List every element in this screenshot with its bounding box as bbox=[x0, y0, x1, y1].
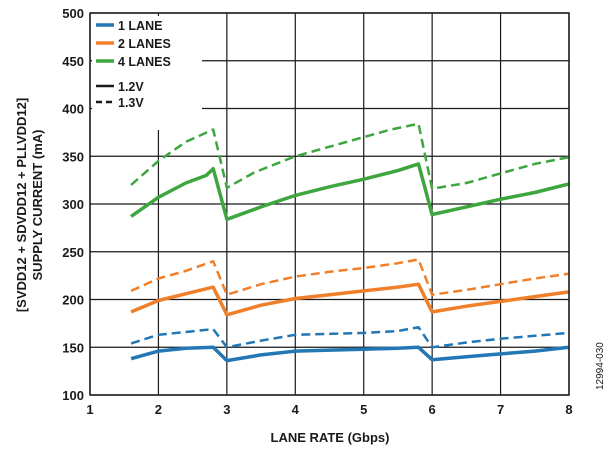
legend-label-1-3v: 1.3V bbox=[118, 96, 144, 110]
legend-label-4-lanes: 4 LANES bbox=[118, 55, 171, 69]
y-axis-label-line-2: SUPPLY CURRENT (mA) bbox=[30, 130, 45, 281]
y-tick-150: 150 bbox=[62, 340, 84, 355]
series-line-2-lanes-1-2v bbox=[130, 282, 570, 317]
x-tick-8: 8 bbox=[565, 402, 572, 417]
x-tick-7: 7 bbox=[497, 402, 504, 417]
legend-label-2-lanes: 2 LANES bbox=[118, 37, 171, 51]
x-tick-2: 2 bbox=[155, 402, 162, 417]
x-tick-3: 3 bbox=[223, 402, 230, 417]
y-tick-100: 100 bbox=[62, 388, 84, 403]
series-line-1-lane-1-2v bbox=[130, 345, 570, 363]
plot-frame bbox=[89, 12, 570, 396]
x-tick-4: 4 bbox=[292, 402, 300, 417]
legend-label-1-2v: 1.2V bbox=[118, 80, 144, 94]
y-tick-300: 300 bbox=[62, 197, 84, 212]
y-tick-400: 400 bbox=[62, 102, 84, 117]
y-tick-350: 350 bbox=[62, 149, 84, 164]
series-layer bbox=[130, 122, 570, 363]
series-line-4-lanes-1-2v bbox=[130, 162, 570, 222]
legend-background bbox=[92, 16, 202, 130]
y-tick-200: 200 bbox=[62, 293, 84, 308]
x-tick-6: 6 bbox=[429, 402, 436, 417]
legend: 1 LANE 2 LANES 4 LANES 1.2V 1.3V bbox=[92, 16, 202, 130]
figure-id: 12994-030 bbox=[595, 342, 606, 390]
x-tick-5: 5 bbox=[360, 402, 367, 417]
y-tick-500: 500 bbox=[62, 6, 84, 21]
x-axis-label: LANE RATE (Gbps) bbox=[271, 430, 390, 445]
series-line-2-lanes-1-3v bbox=[130, 258, 570, 296]
y-tick-250: 250 bbox=[62, 245, 84, 260]
y-axis-label-line-1: [SVDD12 + SDVDD12 + PLLVDD12] bbox=[14, 98, 29, 312]
y-tick-labels: 100 150 200 250 300 350 400 450 500 bbox=[62, 6, 84, 403]
x-tick-labels: 1 2 3 4 5 6 7 8 bbox=[86, 402, 572, 417]
y-tick-450: 450 bbox=[62, 54, 84, 69]
x-tick-1: 1 bbox=[86, 402, 93, 417]
series-line-1-lane-1-3v bbox=[130, 325, 570, 349]
series-line-4-lanes-1-3v bbox=[130, 122, 570, 190]
legend-label-1-lane: 1 LANE bbox=[118, 19, 162, 33]
